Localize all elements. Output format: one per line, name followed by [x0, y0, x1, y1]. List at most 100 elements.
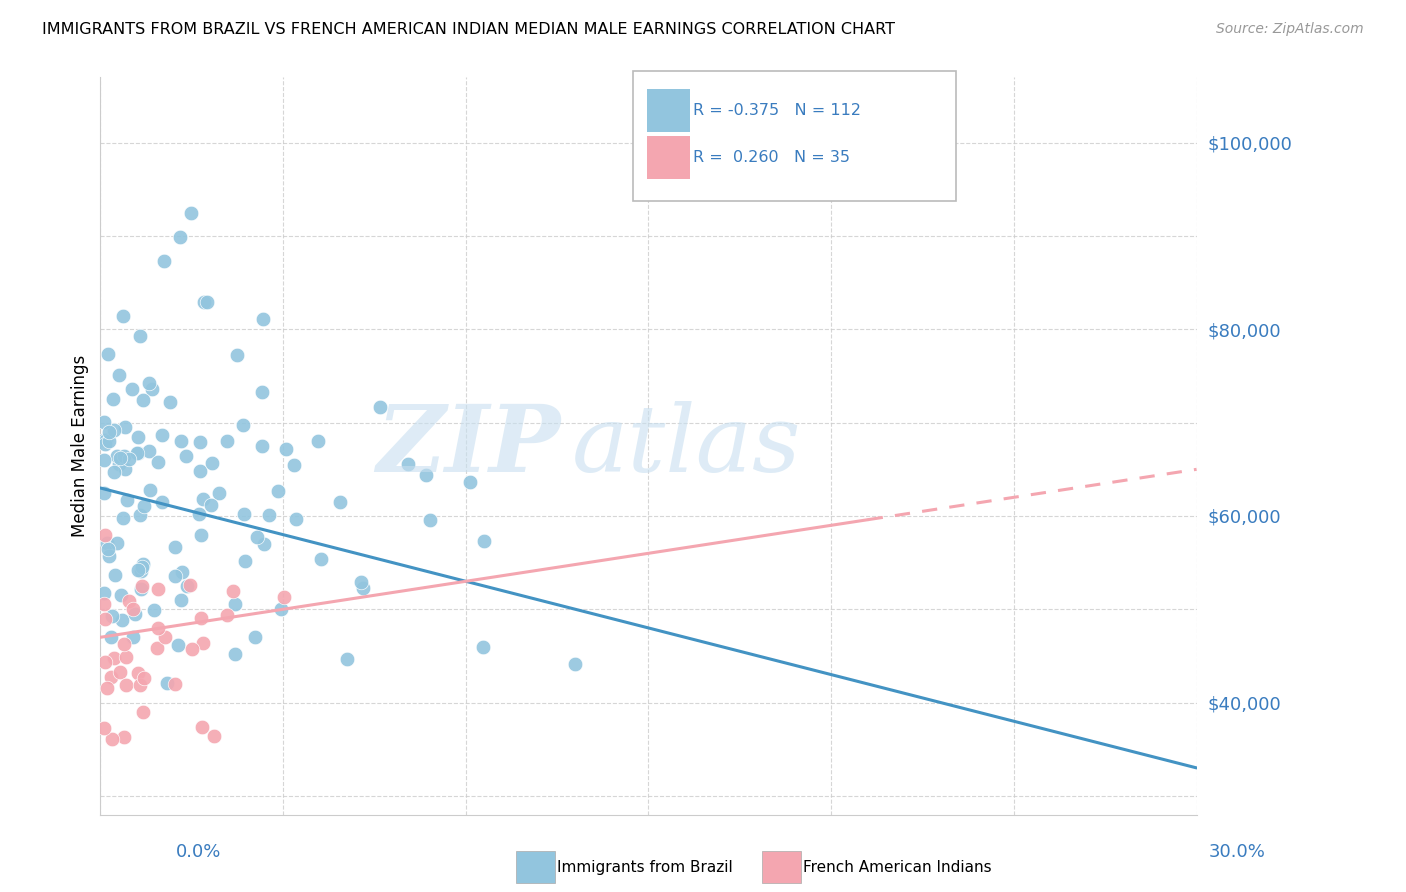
Point	[368, 400, 391, 414]
Point	[114, 650, 136, 665]
Point	[108, 368, 131, 382]
Point	[93, 527, 115, 541]
Point	[93, 585, 115, 599]
Point	[94, 437, 117, 451]
Point	[121, 383, 143, 397]
Point	[98, 425, 121, 439]
Point	[103, 465, 125, 479]
Point	[165, 677, 187, 691]
Point	[148, 455, 170, 469]
Point	[190, 528, 212, 542]
Point	[93, 415, 115, 429]
Point	[307, 434, 329, 448]
Point	[96, 681, 118, 696]
Point	[273, 591, 295, 605]
Point	[127, 430, 149, 444]
Point	[163, 569, 186, 583]
Point	[285, 512, 308, 526]
Point	[132, 705, 155, 719]
Point	[190, 611, 212, 625]
Point	[132, 557, 155, 571]
Point	[180, 206, 202, 220]
Point	[257, 508, 280, 522]
Point	[108, 457, 131, 471]
Point	[243, 630, 266, 644]
Point	[129, 564, 152, 578]
Point	[224, 597, 246, 611]
Point	[101, 392, 124, 407]
Point	[105, 449, 128, 463]
Point	[131, 559, 153, 574]
Text: French American Indians: French American Indians	[803, 860, 991, 874]
Point	[193, 295, 215, 310]
Point	[353, 581, 375, 595]
Point	[170, 434, 193, 449]
Point	[250, 439, 273, 453]
Point	[148, 621, 170, 635]
Point	[94, 655, 117, 669]
Point	[129, 508, 152, 522]
Point	[115, 493, 138, 508]
Point	[246, 529, 269, 543]
Point	[111, 613, 134, 627]
Point	[165, 540, 187, 554]
Point	[138, 376, 160, 390]
Point	[179, 578, 201, 592]
Point	[105, 536, 128, 550]
Point	[103, 650, 125, 665]
Point	[267, 483, 290, 498]
Y-axis label: Median Male Earnings: Median Male Earnings	[72, 355, 89, 537]
Point	[396, 458, 419, 472]
Point	[283, 458, 305, 472]
Point	[138, 444, 160, 458]
Text: atlas: atlas	[572, 401, 801, 491]
Point	[143, 603, 166, 617]
Point	[114, 462, 136, 476]
Point	[129, 328, 152, 343]
Point	[129, 582, 152, 596]
Point	[150, 428, 173, 442]
Point	[100, 609, 122, 624]
Point	[141, 382, 163, 396]
Point	[224, 647, 246, 661]
Point	[250, 384, 273, 399]
Point	[155, 631, 177, 645]
Point	[96, 536, 118, 550]
Point	[226, 348, 249, 362]
Point	[97, 549, 120, 563]
Point	[93, 433, 115, 447]
Point	[110, 587, 132, 601]
Point	[111, 511, 134, 525]
Point	[202, 729, 225, 743]
Point	[131, 579, 153, 593]
Point	[419, 513, 441, 527]
Point	[118, 451, 141, 466]
Point	[125, 446, 148, 460]
Text: ZIP: ZIP	[377, 401, 561, 491]
Point	[114, 420, 136, 434]
Point	[329, 495, 352, 509]
Point	[233, 553, 256, 567]
Point	[252, 312, 274, 326]
Point	[156, 676, 179, 690]
Point	[232, 507, 254, 521]
Point	[181, 642, 204, 657]
Point	[150, 494, 173, 508]
Point	[176, 579, 198, 593]
Text: Source: ZipAtlas.com: Source: ZipAtlas.com	[1216, 22, 1364, 37]
Point	[94, 433, 117, 447]
Point	[191, 720, 214, 734]
Text: IMMIGRANTS FROM BRAZIL VS FRENCH AMERICAN INDIAN MEDIAN MALE EARNINGS CORRELATIO: IMMIGRANTS FROM BRAZIL VS FRENCH AMERICA…	[42, 22, 896, 37]
Point	[195, 295, 218, 310]
Point	[108, 451, 131, 466]
Point	[103, 424, 125, 438]
Point	[270, 602, 292, 616]
Point	[104, 567, 127, 582]
Point	[115, 678, 138, 692]
Point	[472, 640, 495, 655]
Point	[188, 465, 211, 479]
Point	[139, 483, 162, 497]
Point	[112, 637, 135, 651]
Point	[170, 593, 193, 607]
Text: 30.0%: 30.0%	[1209, 843, 1265, 861]
